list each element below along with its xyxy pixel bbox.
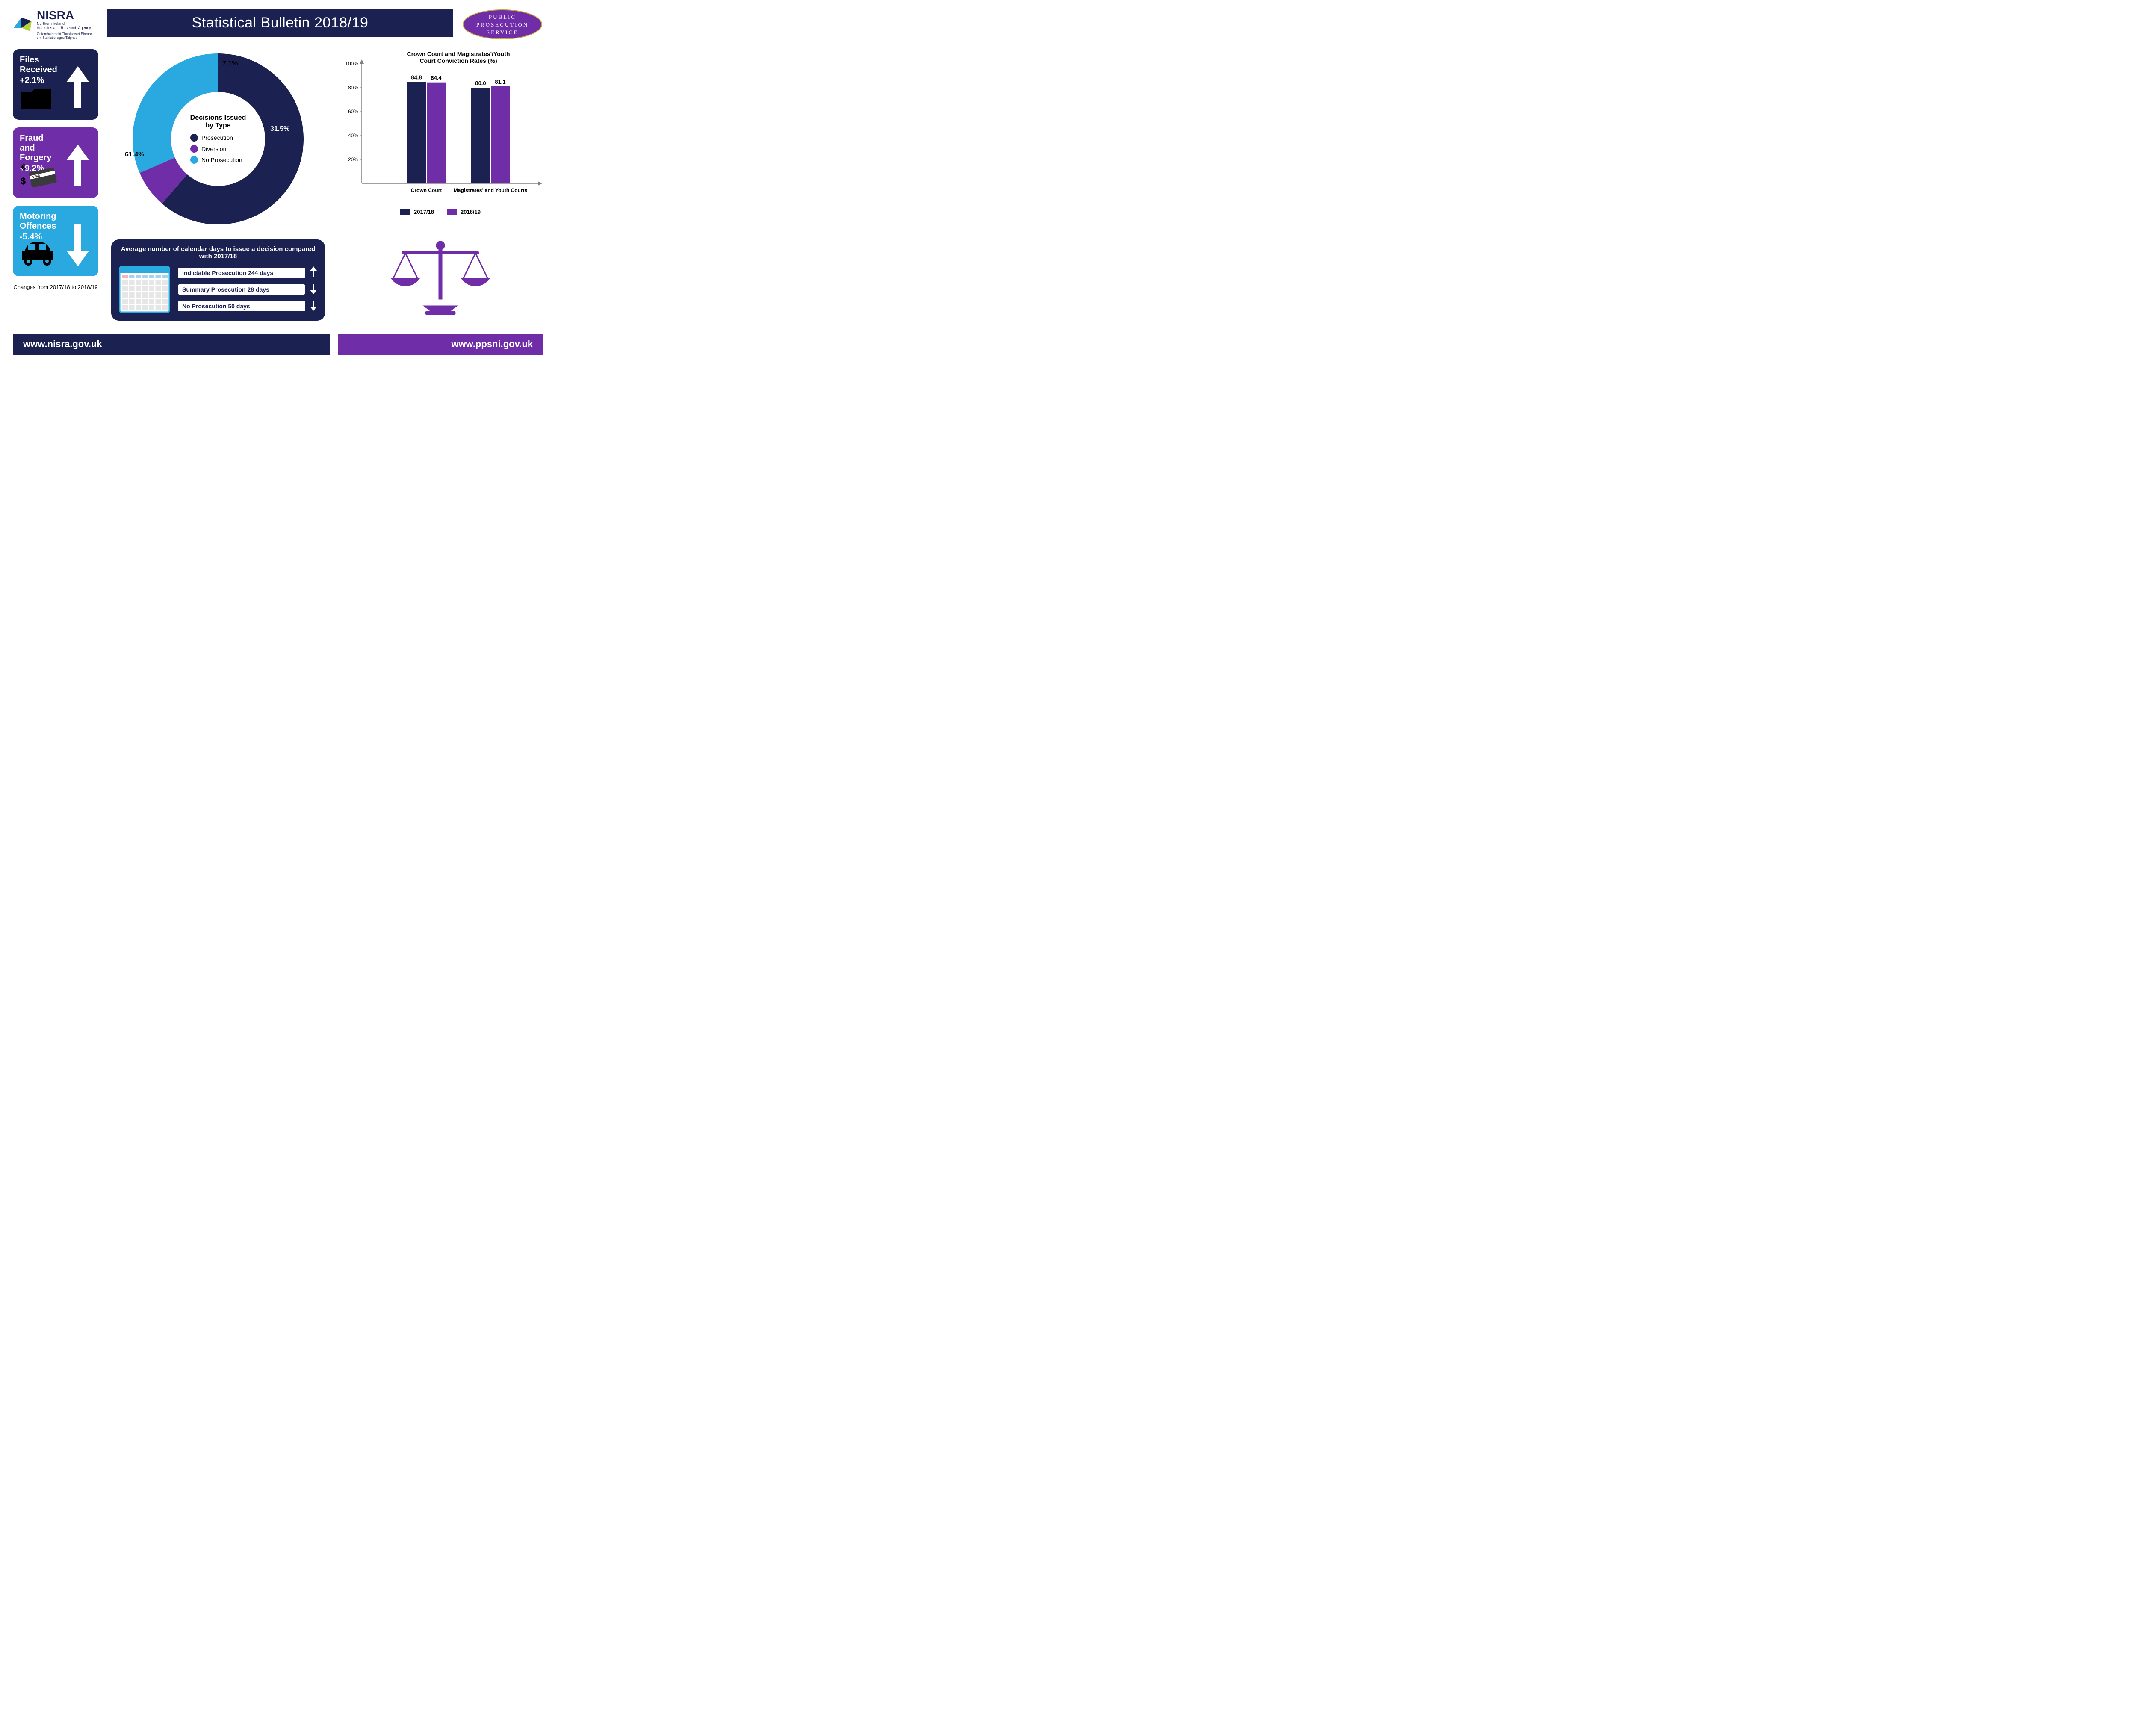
donut-slice-label: 7.1% xyxy=(222,60,238,68)
bar-legend-item: 2017/18 xyxy=(400,209,434,215)
donut-legend-item: Prosecution xyxy=(190,134,233,142)
folder-icon xyxy=(20,86,54,114)
svg-text:20%: 20% xyxy=(348,156,358,162)
donut-slice-label: 61.4% xyxy=(125,151,144,159)
bar-chart: Crown Court and Magistrates'/YouthCourt … xyxy=(338,49,543,215)
tiles-caption: Changes from 2017/18 to 2018/19 xyxy=(13,284,98,290)
footer-url-pps: www.ppsni.gov.uk xyxy=(338,334,543,355)
arrow-down-icon xyxy=(310,283,317,296)
nisra-name: NISRA xyxy=(37,9,93,22)
footer-url-nisra: www.nisra.gov.uk xyxy=(13,334,330,355)
nisra-logo: NISRA Northern Ireland Statistics and Re… xyxy=(13,9,98,40)
bar-chart-legend: 2017/18 2018/19 xyxy=(338,209,543,215)
arrow-up-icon xyxy=(65,143,91,192)
svg-text:Court Conviction Rates (%): Court Conviction Rates (%) xyxy=(419,57,497,64)
svg-text:$: $ xyxy=(21,176,26,186)
svg-text:€: € xyxy=(21,163,26,171)
footer: www.nisra.gov.uk www.ppsni.gov.uk xyxy=(13,334,543,355)
svg-text:40%: 40% xyxy=(348,133,358,139)
arrow-up-icon xyxy=(310,266,317,280)
donut-legend-item: No Prosecution xyxy=(190,156,242,164)
change-tile: MotoringOffences-5.4% xyxy=(13,206,98,276)
change-tile: FraudandForgery+9.2% € $ VISA xyxy=(13,127,98,198)
arrow-down-icon xyxy=(310,300,317,313)
header-row: NISRA Northern Ireland Statistics and Re… xyxy=(13,9,543,41)
calendar-row: No Prosecution 50 days xyxy=(178,300,317,313)
svg-text:Crown Court and Magistrates'/Y: Crown Court and Magistrates'/Youth xyxy=(407,50,510,57)
svg-text:60%: 60% xyxy=(348,109,358,115)
car-icon xyxy=(20,238,56,270)
nisra-mark-icon xyxy=(13,15,33,34)
page-title: Statistical Bulletin 2018/19 xyxy=(107,9,453,37)
svg-text:PROSECUTION: PROSECUTION xyxy=(476,21,529,28)
bar-legend-item: 2018/19 xyxy=(447,209,481,215)
donut-chart: Decisions Issued by Type ProsecutionDive… xyxy=(111,49,325,229)
change-tiles-column: FilesReceived+2.1% FraudandForgery+9.2% … xyxy=(13,49,98,290)
svg-text:SERVICE: SERVICE xyxy=(487,29,518,35)
donut-slice-label: 31.5% xyxy=(270,125,289,133)
card-icon: € $ VISA xyxy=(20,162,58,192)
svg-text:Crown Court: Crown Court xyxy=(411,187,442,193)
svg-text:PUBLIC: PUBLIC xyxy=(489,14,516,20)
scales-icon xyxy=(385,239,496,316)
calendar-title: Average number of calendar days to issue… xyxy=(119,245,317,260)
arrow-up-icon xyxy=(65,65,91,114)
nisra-sub2: Gníomhaireacht Thuaisceart Éireann um St… xyxy=(37,32,93,40)
calendar-row: Indictable Prosecution 244 days xyxy=(178,266,317,280)
donut-legend-item: Diversion xyxy=(190,145,226,153)
calendar-row: Summary Prosecution 28 days xyxy=(178,283,317,296)
nisra-sub1: Northern Ireland Statistics and Research… xyxy=(37,21,93,31)
svg-text:80.0: 80.0 xyxy=(475,80,486,86)
change-tile: FilesReceived+2.1% xyxy=(13,49,98,120)
donut-center: Decisions Issued by Type ProsecutionDive… xyxy=(182,114,254,164)
svg-text:81.1: 81.1 xyxy=(495,79,505,85)
svg-text:Magistrates' and Youth Courts: Magistrates' and Youth Courts xyxy=(454,187,528,193)
pps-logo: PUBLIC PROSECUTION SERVICE xyxy=(462,9,543,41)
arrow-down-icon xyxy=(65,221,91,270)
calendar-days-card: Average number of calendar days to issue… xyxy=(111,239,325,321)
svg-text:80%: 80% xyxy=(348,85,358,91)
calendar-icon xyxy=(119,266,170,313)
scales-of-justice xyxy=(338,239,543,316)
svg-text:100%: 100% xyxy=(345,61,358,67)
svg-text:84.4: 84.4 xyxy=(431,75,442,81)
svg-text:84.8: 84.8 xyxy=(411,74,422,81)
